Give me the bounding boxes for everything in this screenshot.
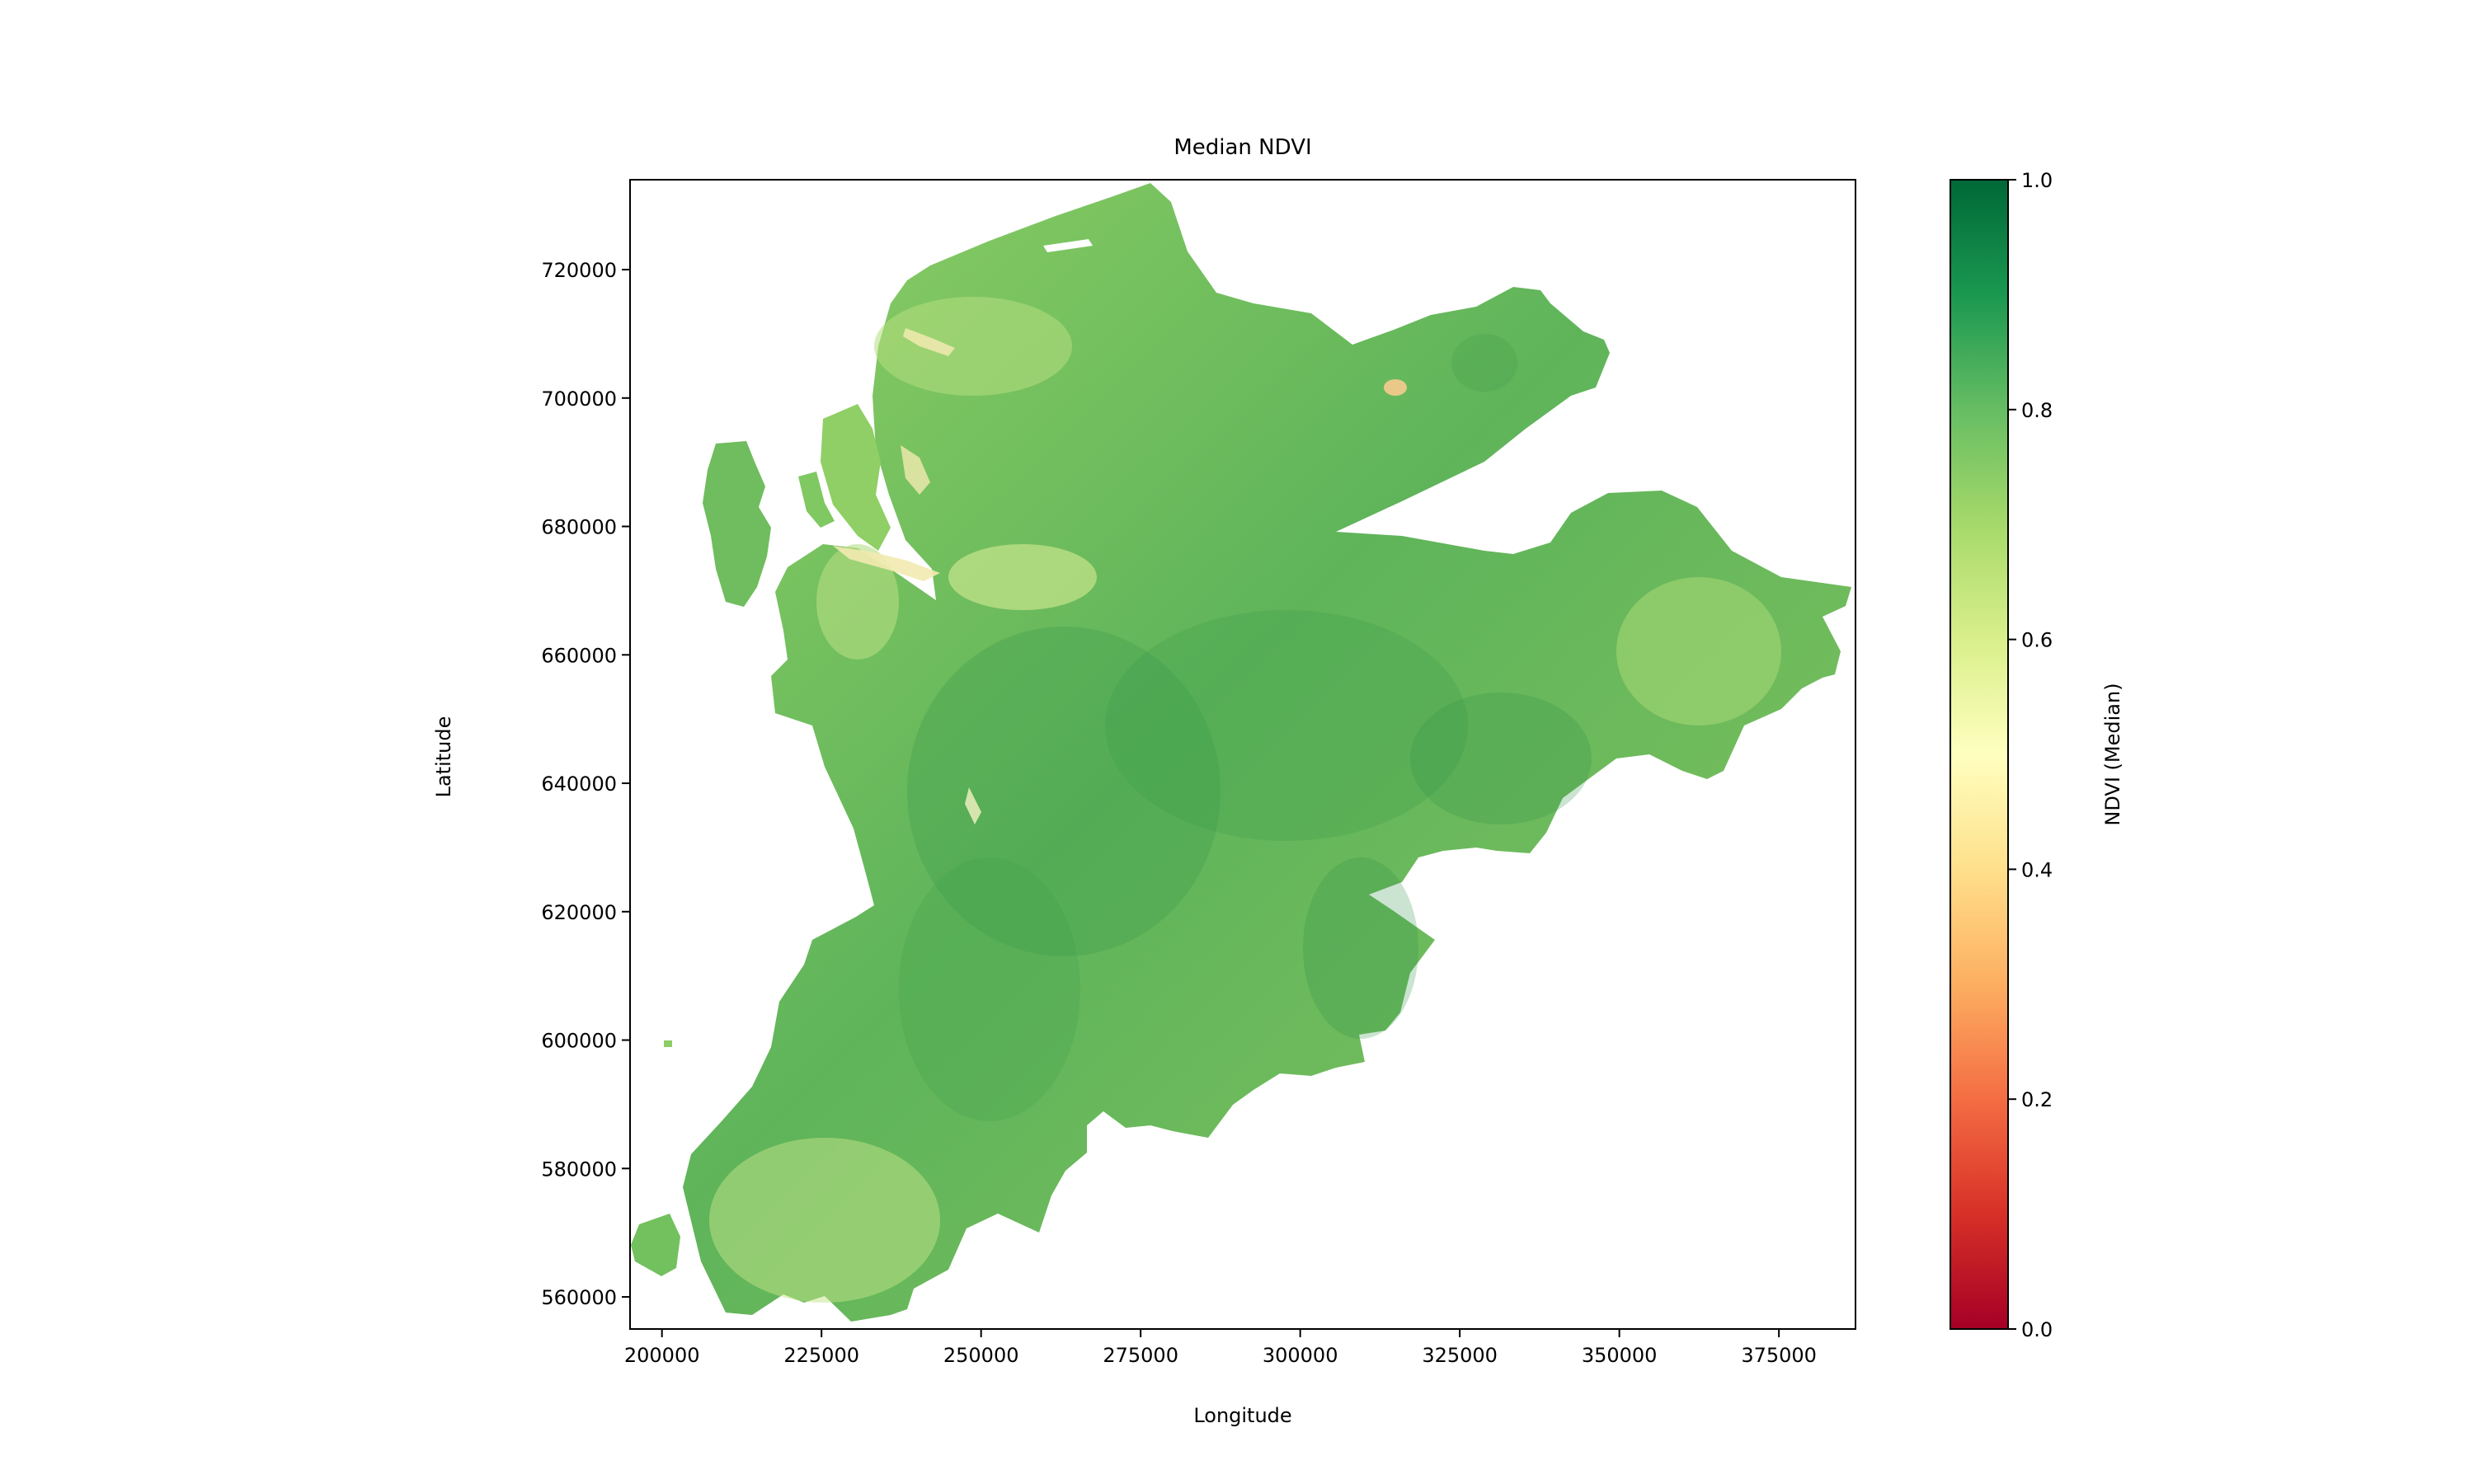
y-tick-label: 680000 [541, 516, 617, 539]
y-tick-label: 620000 [541, 901, 617, 924]
colorbar-tick-label: 0.0 [2021, 1318, 2053, 1341]
x-tick-label: 225000 [783, 1344, 859, 1367]
land-island-strip-1 [821, 404, 891, 551]
y-tick-label: 700000 [541, 387, 617, 411]
colorbar-tick-label: 1.0 [2021, 169, 2053, 192]
y-tick-label: 660000 [541, 644, 617, 667]
x-tick-label: 350000 [1582, 1344, 1658, 1367]
x-tick-label: 250000 [943, 1344, 1019, 1367]
colorbar-tick-label: 0.6 [2021, 629, 2053, 652]
land-mainland [683, 183, 1851, 1322]
colorbar-axis: 0.0 0.2 0.4 0.6 0.8 1.0 [2008, 169, 2053, 1341]
y-tick-label: 580000 [541, 1158, 617, 1181]
x-tick-label: 325000 [1422, 1344, 1498, 1367]
y-tick-label: 640000 [541, 773, 617, 796]
colorbar-tick-label: 0.4 [2021, 858, 2053, 881]
colorbar [1950, 179, 2009, 1330]
x-tick-label: 275000 [1103, 1344, 1178, 1367]
plot-frame [629, 179, 1856, 1330]
colorbar-tick-label: 0.8 [2021, 399, 2053, 422]
x-axis: 200000 225000 250000 275000 300000 325000 3500… [624, 1329, 1817, 1367]
y-tick-label: 560000 [541, 1286, 617, 1309]
x-tick-label: 375000 [1741, 1344, 1817, 1367]
x-tick-label: 300000 [1263, 1344, 1338, 1367]
y-axis-label: Latitude [432, 716, 455, 798]
colorbar-tick-label: 0.2 [2021, 1088, 2053, 1111]
land-island-strip-2 [798, 472, 835, 528]
ndvi-raster [631, 183, 1851, 1322]
y-tick-label: 720000 [541, 259, 617, 282]
x-axis-label: Longitude [1193, 1404, 1291, 1427]
land-island-west [703, 441, 771, 607]
land-islet-small [664, 1040, 672, 1047]
y-axis: 560000 580000 600000 620000 640000 660000 6800… [541, 259, 630, 1309]
x-tick-label: 200000 [624, 1344, 700, 1367]
chart-title: Median NDVI [1174, 135, 1311, 160]
colorbar-label: NDVI (Median) [2101, 683, 2124, 825]
land-island-southwest [631, 1214, 680, 1276]
y-tick-label: 600000 [541, 1030, 617, 1053]
